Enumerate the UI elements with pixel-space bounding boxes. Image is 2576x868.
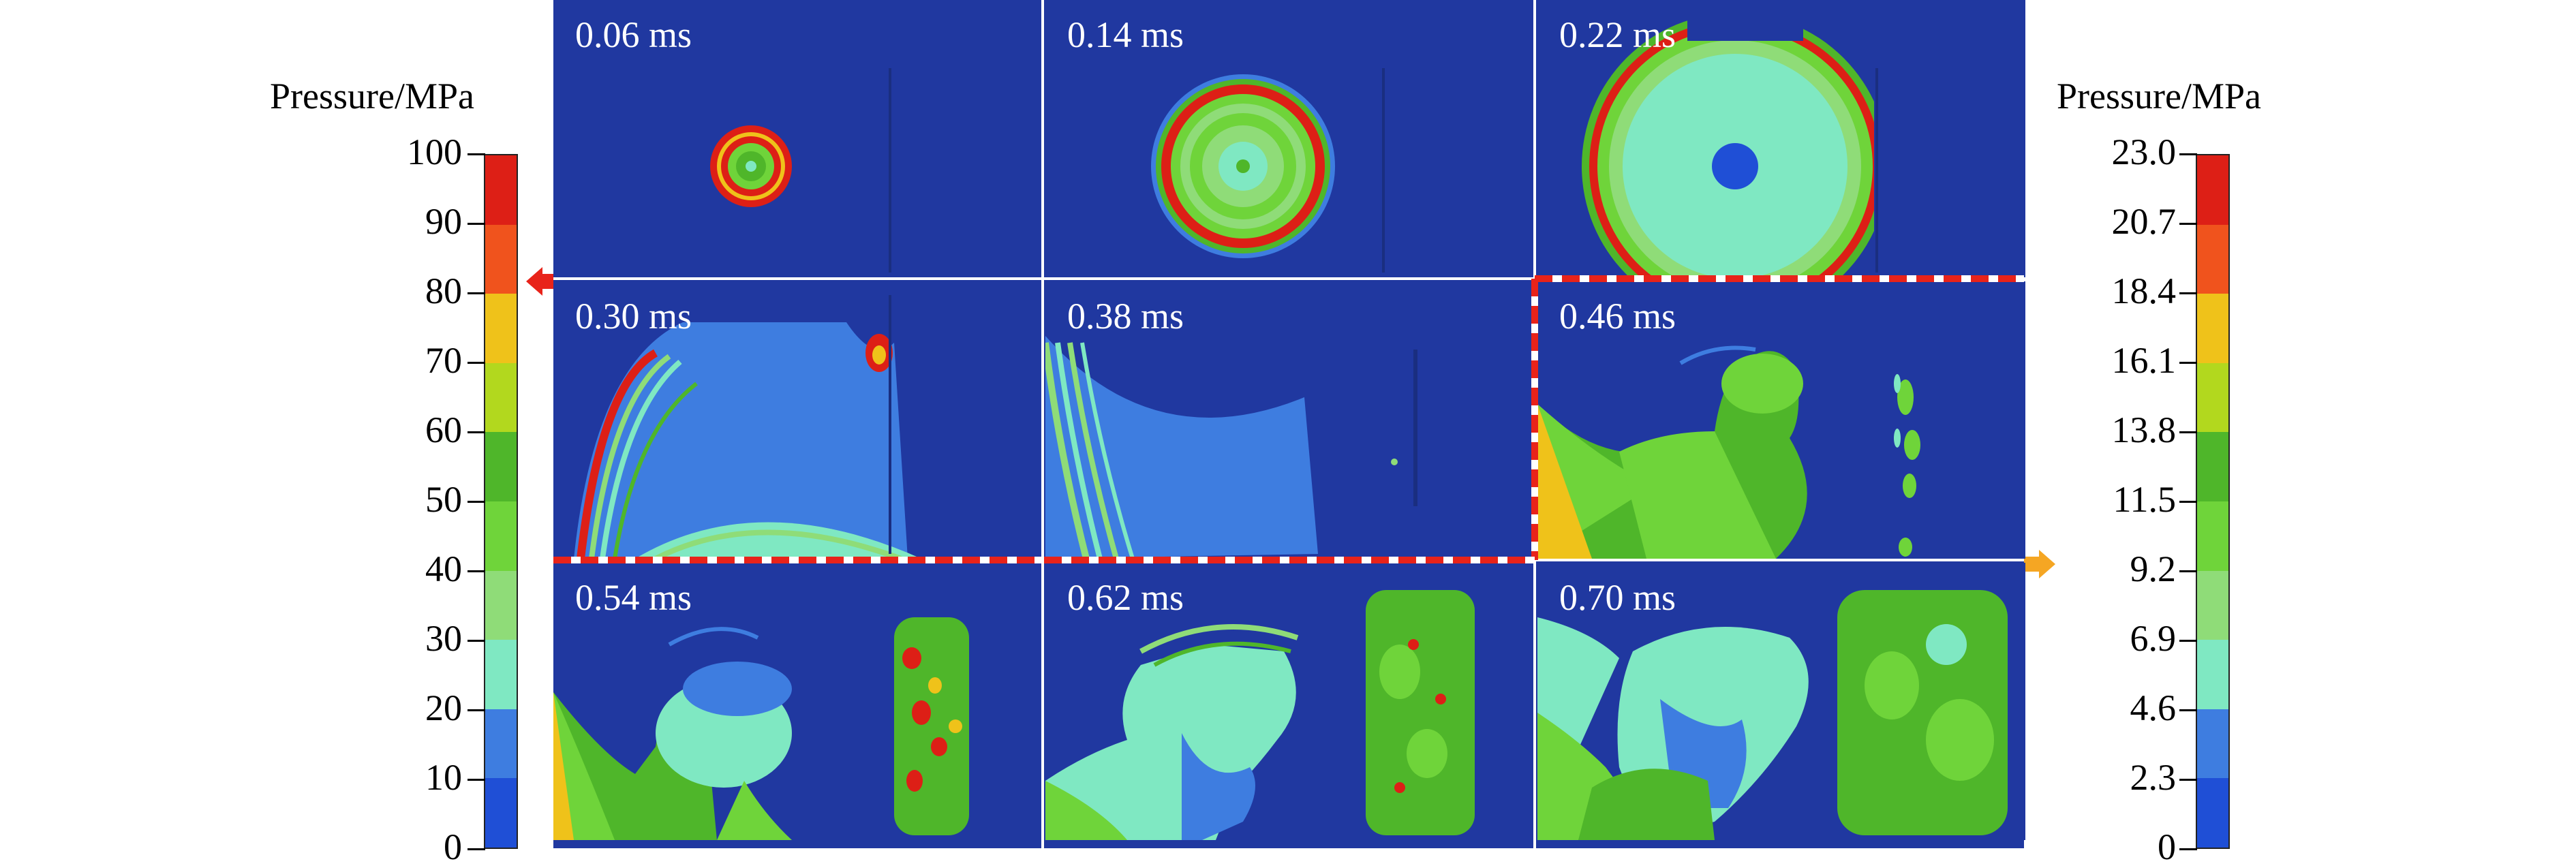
left-tick-label: 0: [444, 826, 462, 867]
right-tick-label: 4.6: [2130, 687, 2177, 728]
panel-time-label: 0.38 ms: [1067, 296, 1184, 337]
right-tick-label: 13.8: [2111, 409, 2177, 450]
left-colorbar-band-2: [485, 224, 517, 294]
panel-time-label: 0.62 ms: [1067, 577, 1184, 618]
right-tick-label: 2.3: [2130, 757, 2177, 798]
right-colorbar-band-1: [2197, 155, 2228, 225]
left-tick-label: 40: [425, 548, 462, 589]
right-tick-mark: [2179, 570, 2197, 572]
panel-9: 0.70 ms: [1537, 563, 2025, 840]
left-tick-mark: [467, 292, 485, 294]
right-tick-label: 0: [2158, 826, 2176, 867]
right-colorbar-band-5: [2197, 432, 2228, 501]
left-colorbar-band-7: [485, 570, 517, 640]
right-colorbar-band-6: [2197, 501, 2228, 571]
panel-3: 0.22 ms: [1537, 0, 2025, 277]
left-tick-label: 60: [425, 409, 462, 450]
panel-2: 0.14 ms: [1045, 0, 1533, 277]
right-tick-mark: [2179, 640, 2197, 642]
left-colorbar-band-8: [485, 640, 517, 709]
panel-5: 0.38 ms: [1045, 281, 1533, 559]
left-tick-label: 30: [425, 618, 462, 659]
right-tick-label: 20.7: [2111, 201, 2177, 242]
left-tick-label: 70: [425, 340, 462, 381]
panel-time-label: 0.06 ms: [575, 14, 692, 55]
panel-time-label: 0.30 ms: [575, 296, 692, 337]
left-tick-mark: [467, 570, 485, 572]
right-colorbar-band-9: [2197, 709, 2228, 779]
right-colorbar-band-8: [2197, 640, 2228, 709]
left-tick-mark: [467, 501, 485, 503]
panel-1: 0.06 ms: [553, 0, 1041, 277]
left-tick-label: 100: [407, 131, 462, 172]
left-colorbar-title: Pressure/MPa: [270, 76, 474, 117]
panel-time-label: 0.54 ms: [575, 577, 692, 618]
right-tick-mark: [2179, 779, 2197, 781]
right-tick-mark: [2179, 223, 2197, 225]
left-tick-mark: [467, 362, 485, 364]
left-colorbar-band-5: [485, 432, 517, 501]
left-tick-mark: [467, 223, 485, 225]
right-colorbar-band-2: [2197, 224, 2228, 294]
grid-divider: [553, 277, 2024, 280]
grid-divider: [1041, 0, 1044, 848]
right-tick-label: 9.2: [2130, 548, 2177, 589]
panel-time-label: 0.14 ms: [1067, 14, 1184, 55]
panel-time-label: 0.46 ms: [1559, 296, 1676, 337]
right-tick-mark: [2179, 431, 2197, 433]
highlight-dashed-lines: [553, 275, 2024, 563]
right-colorbar-band-3: [2197, 294, 2228, 363]
left-colorbar-band-3: [485, 294, 517, 363]
right-tick-mark: [2179, 292, 2197, 294]
left-tick-label: 10: [425, 757, 462, 798]
left-colorbar-band-10: [485, 778, 517, 848]
left-tick-mark: [467, 640, 485, 642]
left-colorbar-band-4: [485, 362, 517, 433]
left-tick-mark: [467, 848, 485, 850]
right-tick-label: 11.5: [2113, 479, 2177, 520]
panel-4: 0.30 ms: [553, 281, 1041, 559]
left-tick-label: 20: [425, 687, 462, 728]
left-tick-mark: [467, 709, 485, 711]
right-colorbar-title: Pressure/MPa: [2057, 76, 2261, 117]
panel-7: 0.54 ms: [553, 563, 1041, 840]
left-tick-label: 90: [425, 201, 462, 242]
right-tick-label: 16.1: [2111, 340, 2177, 381]
left-colorbar-band-6: [485, 501, 517, 571]
panel-8: 0.62 ms: [1045, 563, 1533, 840]
right-colorbar-band-7: [2197, 570, 2228, 640]
right-tick-label: 18.4: [2111, 270, 2177, 311]
simulation-panel-grid: 0.06 ms 0.14 ms: [553, 0, 2025, 848]
right-colorbar-band-10: [2197, 778, 2228, 848]
left-colorbar-band-9: [485, 709, 517, 779]
left-tick-label: 50: [425, 479, 462, 520]
right-tick-mark: [2179, 501, 2197, 503]
right-colorbar: [2196, 154, 2230, 849]
left-tick-label: 80: [425, 270, 462, 311]
left-colorbar-band-1: [485, 155, 517, 225]
panel-time-label: 0.22 ms: [1559, 14, 1676, 55]
right-tick-label: 23.0: [2111, 131, 2177, 172]
right-tick-mark: [2179, 153, 2197, 155]
right-tick-mark: [2179, 709, 2197, 711]
left-tick-mark: [467, 431, 485, 433]
left-tick-mark: [467, 779, 485, 781]
right-tick-label: 6.9: [2130, 618, 2177, 659]
panel-time-label: 0.70 ms: [1559, 577, 1676, 618]
left-tick-mark: [467, 153, 485, 155]
left-colorbar: [484, 154, 518, 849]
panel-6: 0.46 ms: [1537, 281, 2025, 559]
right-tick-mark: [2179, 362, 2197, 364]
right-colorbar-band-4: [2197, 362, 2228, 433]
right-tick-mark: [2179, 848, 2197, 850]
